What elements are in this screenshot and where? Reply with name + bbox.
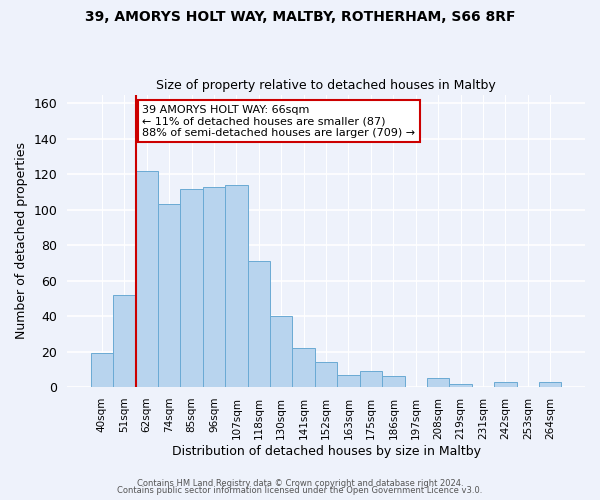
Bar xyxy=(270,316,292,387)
Bar xyxy=(91,354,113,387)
Text: 39 AMORYS HOLT WAY: 66sqm
← 11% of detached houses are smaller (87)
88% of semi-: 39 AMORYS HOLT WAY: 66sqm ← 11% of detac… xyxy=(142,105,415,138)
Bar xyxy=(248,261,270,387)
Bar xyxy=(136,171,158,387)
Bar xyxy=(181,188,203,387)
Bar xyxy=(203,187,225,387)
Bar xyxy=(337,374,360,387)
Bar xyxy=(539,382,562,387)
Bar xyxy=(225,185,248,387)
Text: Contains public sector information licensed under the Open Government Licence v3: Contains public sector information licen… xyxy=(118,486,482,495)
Bar xyxy=(449,384,472,387)
Bar xyxy=(113,295,136,387)
Bar xyxy=(427,378,449,387)
Text: Contains HM Land Registry data © Crown copyright and database right 2024.: Contains HM Land Registry data © Crown c… xyxy=(137,478,463,488)
Y-axis label: Number of detached properties: Number of detached properties xyxy=(15,142,28,340)
Bar xyxy=(292,348,315,387)
Bar xyxy=(382,376,404,387)
Title: Size of property relative to detached houses in Maltby: Size of property relative to detached ho… xyxy=(156,79,496,92)
Text: 39, AMORYS HOLT WAY, MALTBY, ROTHERHAM, S66 8RF: 39, AMORYS HOLT WAY, MALTBY, ROTHERHAM, … xyxy=(85,10,515,24)
Bar xyxy=(494,382,517,387)
X-axis label: Distribution of detached houses by size in Maltby: Distribution of detached houses by size … xyxy=(172,444,481,458)
Bar xyxy=(158,204,181,387)
Bar xyxy=(360,371,382,387)
Bar xyxy=(315,362,337,387)
